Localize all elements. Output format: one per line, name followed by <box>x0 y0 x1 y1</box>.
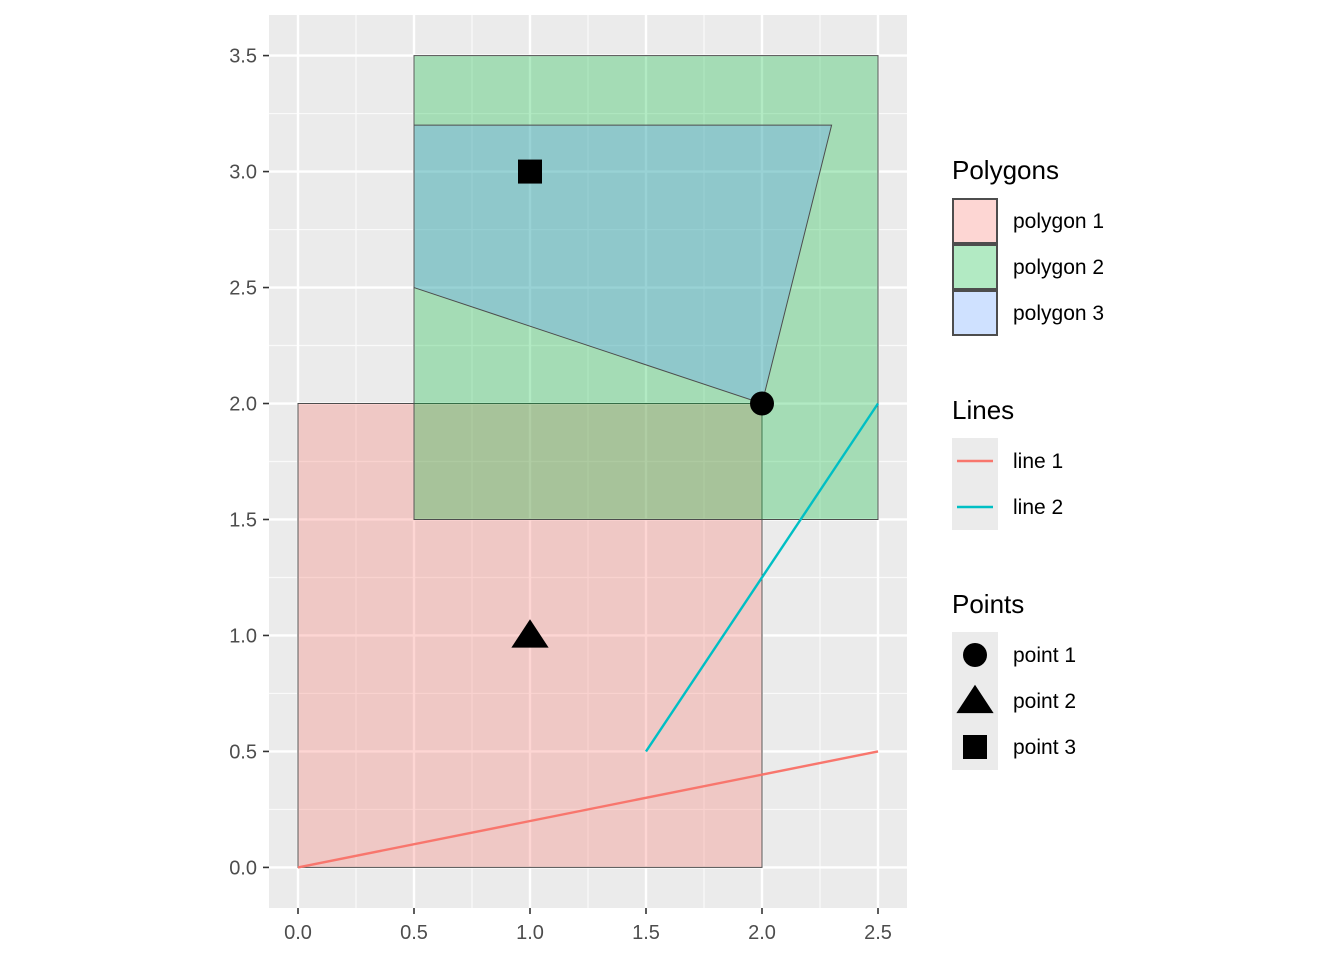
x-tick-label: 2.0 <box>748 922 776 944</box>
y-tick-label: 0.0 <box>229 857 257 879</box>
y-tick-label: 3.5 <box>229 46 257 68</box>
legend-key-point <box>963 735 987 759</box>
legend-key-bg <box>952 198 998 244</box>
axes: 0.0 0.5 1.0 1.5 2.0 2.5 0.0 0.5 1.0 1.5 2.0 2.5 3.0 3… <box>229 46 892 944</box>
y-tick-label: 2.0 <box>229 394 257 416</box>
legend-title-lines: Lines <box>952 395 1014 425</box>
y-tick-label: 2.5 <box>229 278 257 300</box>
x-tick-label: 0.5 <box>400 922 428 944</box>
legend-title-points: Points <box>952 589 1024 619</box>
x-tick-label: 2.5 <box>864 922 892 944</box>
y-tick-label: 1.0 <box>229 625 257 647</box>
x-tick-label: 0.0 <box>284 922 312 944</box>
y-tick-label: 1.5 <box>229 509 257 531</box>
legend-label: polygon 1 <box>1013 210 1104 233</box>
legend-title-polygons: Polygons <box>952 155 1059 185</box>
legend-key-polygon <box>952 290 998 336</box>
point-1 <box>750 391 774 416</box>
legend-key-polygon <box>952 244 998 290</box>
point-3 <box>518 159 542 184</box>
legend-key-bg <box>952 244 998 290</box>
point-2 <box>511 619 549 648</box>
legend-key-point <box>956 684 994 714</box>
legend-label: point 3 <box>1013 736 1076 759</box>
legend-label: line 2 <box>1013 496 1063 519</box>
legend-key-polygon <box>952 198 998 244</box>
polygon-3 <box>413 124 833 405</box>
legend-label: polygon 2 <box>1013 256 1104 279</box>
legend-key-bg <box>952 290 998 336</box>
x-tick-label: 1.0 <box>516 922 544 944</box>
y-tick-label: 0.5 <box>229 741 257 763</box>
legend-key-point <box>963 643 987 667</box>
legend: Polygons polygon 1 polygon 2 polygon 3 Lines… <box>952 155 1104 770</box>
line-layer <box>297 402 879 869</box>
line-1 <box>297 750 879 869</box>
x-tick-label: 1.5 <box>632 922 660 944</box>
legend-label: point 2 <box>1013 690 1076 713</box>
legend-label: line 1 <box>1013 450 1063 473</box>
point-layer <box>511 159 774 648</box>
legend-label: point 1 <box>1013 644 1076 667</box>
line-2 <box>645 402 879 753</box>
legend-label: polygon 3 <box>1013 302 1104 325</box>
y-tick-label: 3.0 <box>229 162 257 184</box>
